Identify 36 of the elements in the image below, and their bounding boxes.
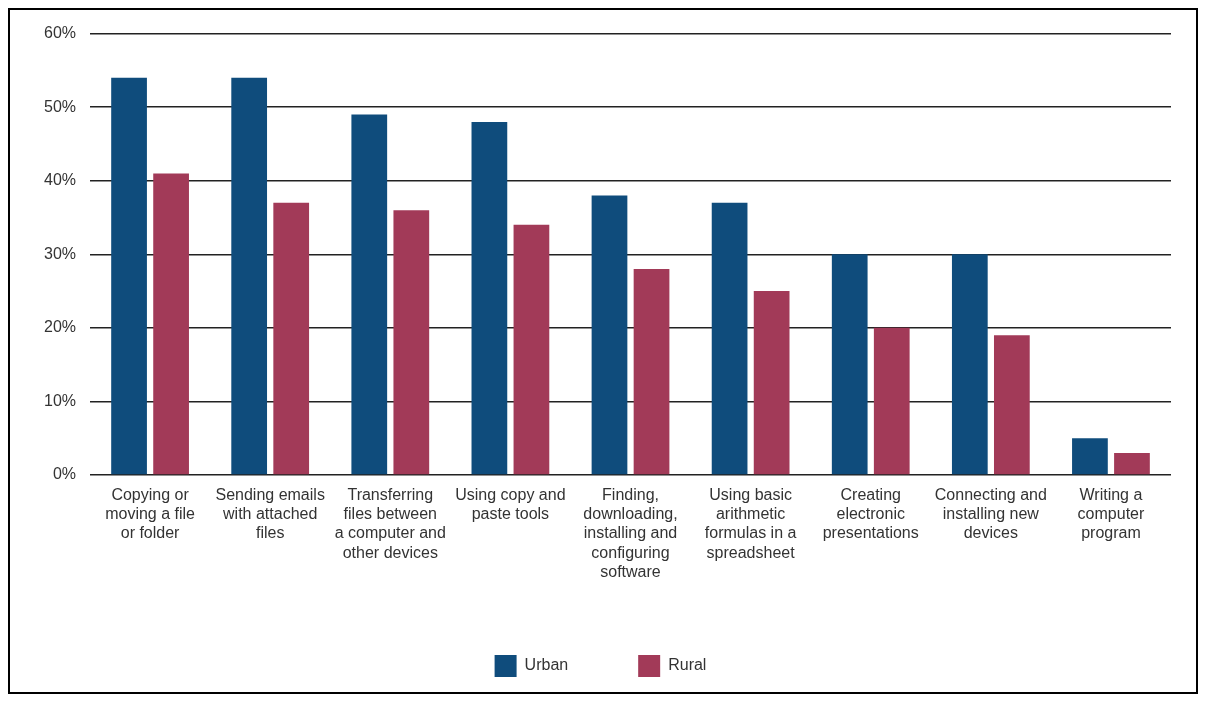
y-tick-label: 50% — [43, 97, 77, 115]
bar — [1072, 438, 1108, 475]
bar — [951, 254, 988, 475]
bar — [111, 77, 147, 475]
x-tick-label: Using copy and paste tools — [455, 486, 566, 523]
bar — [711, 202, 748, 475]
x-tick-label: Copying or moving a file or folder — [105, 486, 196, 542]
x-tick-label: Using basic arithmetic formulas in a spreadsheet — [704, 486, 797, 561]
bar — [351, 114, 388, 475]
bar — [591, 195, 628, 475]
bar — [831, 254, 868, 475]
y-tick-label: 0% — [52, 465, 77, 483]
bar — [993, 335, 1030, 475]
x-tick-label: Writing a computer program — [1077, 486, 1145, 542]
x-tick-label: Connecting and installing new devices — [934, 486, 1047, 542]
y-tick-label: 30% — [43, 244, 77, 262]
bar — [231, 77, 268, 475]
bar — [1114, 452, 1150, 475]
bar — [273, 202, 310, 475]
bar — [633, 269, 670, 475]
bar — [153, 173, 189, 475]
bar — [873, 327, 910, 475]
bar — [393, 210, 430, 475]
legend-label: Urban — [524, 656, 569, 674]
bar — [753, 291, 790, 475]
legend-label: Rural — [668, 656, 707, 674]
x-tick-label: Creating electronic presentations — [822, 486, 919, 542]
x-tick-label: Transferring files between a computer and other devices — [334, 486, 446, 561]
y-tick-label: 20% — [43, 318, 77, 336]
y-tick-label: 60% — [43, 24, 77, 42]
x-tick-label: Sending emails with attached files — [215, 486, 325, 542]
y-tick-label: 40% — [43, 171, 77, 189]
bar — [513, 224, 550, 475]
y-tick-label: 10% — [43, 391, 77, 409]
bar — [471, 121, 508, 475]
x-tick-label: Finding, downloading, installing and configuring software — [583, 486, 678, 580]
